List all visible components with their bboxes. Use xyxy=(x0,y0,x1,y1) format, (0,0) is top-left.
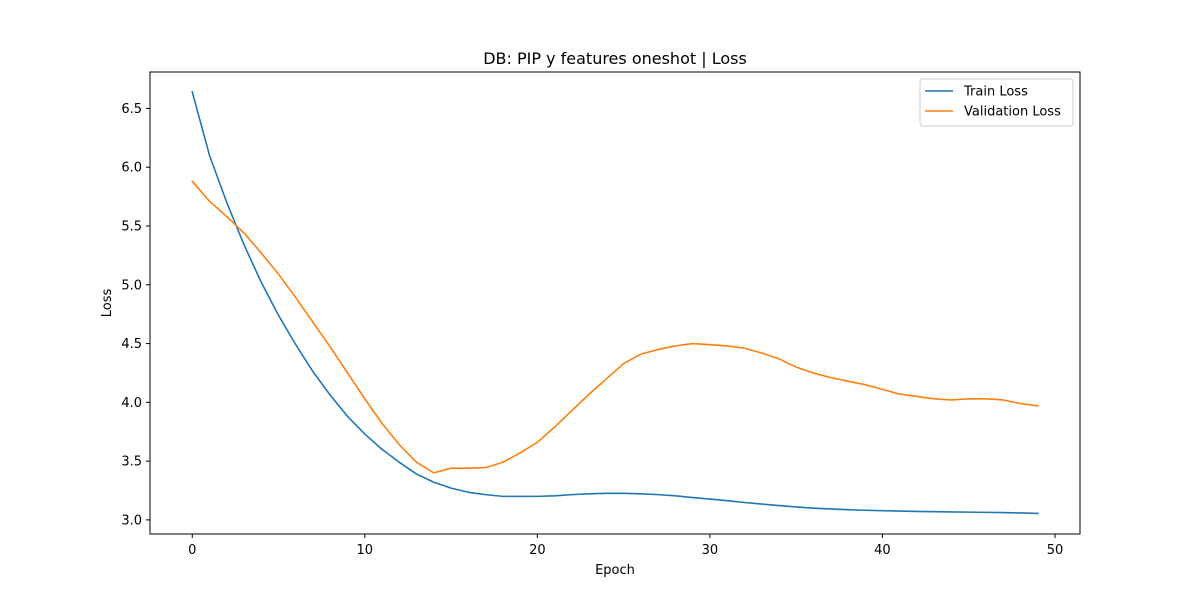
x-axis-label: Epoch xyxy=(595,563,635,578)
x-axis-ticks: 0 10 20 30 40 50 xyxy=(188,534,1063,558)
y-axis-label: Loss xyxy=(100,289,115,318)
series-line-1 xyxy=(191,180,1039,474)
series-line-0 xyxy=(191,90,1039,515)
x-tick-label: 30 xyxy=(702,543,719,558)
y-tick-label: 4.0 xyxy=(121,396,142,411)
x-tick-label: 20 xyxy=(529,543,546,558)
plot-frame xyxy=(149,71,1081,535)
y-tick-label: 4.5 xyxy=(121,337,142,352)
legend-box xyxy=(919,78,1074,127)
y-tick-label: 3.5 xyxy=(121,455,142,470)
legend: Train Loss Validation Loss xyxy=(919,78,1074,127)
y-tick-label: 5.0 xyxy=(121,278,142,293)
y-tick-label: 5.5 xyxy=(121,220,142,235)
y-tick-label: 6.5 xyxy=(121,102,142,117)
chart-title: DB: PIP y features oneshot | Loss xyxy=(483,49,747,68)
x-tick-label: 40 xyxy=(874,543,891,558)
y-tick-label: 3.0 xyxy=(121,513,142,528)
x-tick-label: 50 xyxy=(1047,543,1064,558)
x-tick-label: 10 xyxy=(357,543,374,558)
plot-lines xyxy=(191,90,1039,515)
legend-label-0: Train Loss xyxy=(963,85,1028,100)
legend-label-1: Validation Loss xyxy=(964,105,1061,120)
y-tick-label: 6.0 xyxy=(121,161,142,176)
y-axis-ticks: 3.0 3.5 4.0 4.5 5.0 5.5 6.0 6.5 xyxy=(121,102,150,528)
x-tick-label: 0 xyxy=(188,543,196,558)
